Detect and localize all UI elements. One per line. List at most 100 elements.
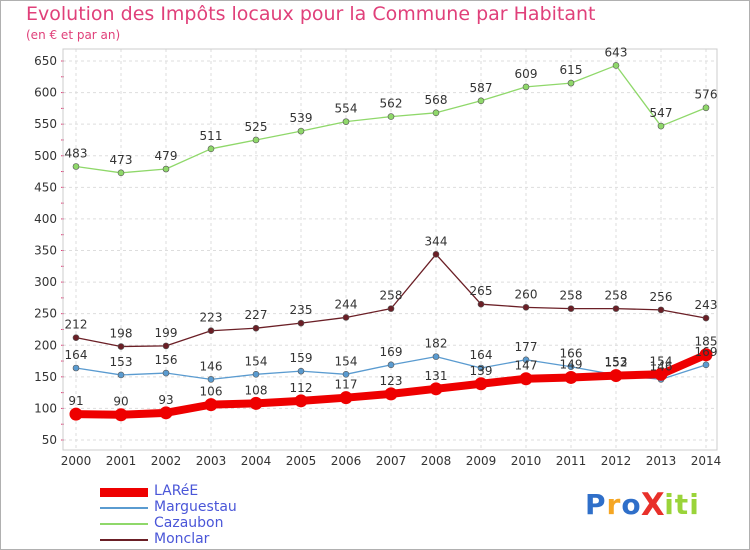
data-label-marguestau: 177 [515, 340, 538, 354]
data-point-monclar [522, 304, 530, 311]
data-label-monclar: 227 [245, 308, 268, 322]
plot-area-border [62, 48, 718, 451]
data-point-larée [699, 348, 713, 362]
data-label-monclar: 199 [155, 326, 178, 340]
data-point-monclar [297, 319, 305, 327]
data-point-cazaubon [162, 165, 170, 173]
legend-swatch-marguestau [100, 507, 148, 509]
logo-letter: o [621, 488, 642, 521]
data-label-larée: 139 [470, 364, 493, 378]
data-label-cazaubon: 554 [335, 102, 358, 116]
data-point-monclar [477, 300, 485, 308]
data-label-marguestau: 154 [245, 354, 268, 368]
x-tick-label: 2007 [376, 454, 407, 468]
data-point-marguestau [297, 367, 305, 375]
data-label-marguestau: 146 [650, 359, 673, 373]
legend-item-monclar: Monclar [100, 531, 340, 548]
legend-label-marguestau: Marguestau [154, 499, 237, 515]
data-point-cazaubon [297, 127, 305, 135]
logo-letter: t [674, 488, 690, 521]
data-label-monclar: 258 [560, 289, 583, 303]
x-tick-label: 2003 [196, 454, 227, 468]
data-point-marguestau [432, 353, 440, 360]
data-label-monclar: 265 [470, 284, 493, 298]
x-tick-label: 2010 [511, 454, 542, 468]
data-label-larée: 147 [515, 359, 538, 373]
data-point-larée [159, 406, 173, 420]
logo-letter: i [689, 488, 700, 521]
data-point-cazaubon [702, 104, 710, 112]
data-point-marguestau [342, 371, 350, 378]
legend-swatch-monclar [100, 539, 148, 541]
data-label-cazaubon: 562 [380, 97, 403, 111]
data-point-cazaubon [207, 145, 215, 153]
x-tick-label: 2014 [691, 454, 722, 468]
data-point-larée [69, 407, 83, 421]
data-point-monclar [387, 305, 395, 312]
data-point-cazaubon [522, 83, 530, 91]
chart-legend: LARéE Marguestau Cazaubon Monclar [100, 483, 340, 548]
data-point-monclar [702, 314, 710, 322]
x-tick-label: 2000 [61, 454, 92, 468]
y-tick-label: 300 [34, 275, 57, 289]
data-point-larée [294, 394, 308, 408]
data-label-cazaubon: 547 [650, 106, 673, 120]
x-tick-label: 2012 [601, 454, 632, 468]
y-tick-label: 600 [34, 86, 57, 100]
legend-label-monclar: Monclar [154, 531, 210, 547]
data-label-larée: 123 [380, 374, 403, 388]
data-label-monclar: 198 [110, 327, 133, 341]
data-point-cazaubon [432, 109, 440, 117]
data-point-larée [474, 377, 488, 391]
data-point-monclar [432, 250, 440, 258]
data-label-monclar: 258 [380, 289, 403, 303]
legend-item-marguestau: Marguestau [100, 499, 340, 516]
logo-letter: r [606, 488, 622, 521]
legend-label-cazaubon: Cazaubon [154, 515, 224, 531]
data-point-marguestau [207, 376, 215, 383]
data-point-larée [654, 367, 668, 381]
data-point-cazaubon [342, 118, 350, 125]
data-label-larée: 185 [695, 335, 718, 349]
data-point-cazaubon [387, 113, 395, 120]
data-point-larée [114, 408, 128, 422]
x-tick-label: 2013 [646, 454, 677, 468]
data-label-marguestau: 153 [605, 355, 628, 369]
x-tick-label: 2011 [556, 454, 587, 468]
data-label-marguestau: 169 [695, 345, 718, 359]
data-label-larée: 106 [200, 385, 223, 399]
data-label-larée: 149 [560, 357, 583, 371]
y-tick-label: 100 [34, 401, 57, 415]
data-label-marguestau: 164 [65, 348, 88, 362]
y-tick-label: 350 [34, 244, 57, 258]
data-label-marguestau: 154 [335, 354, 358, 368]
chart-subtitle: (en € et par an) [26, 28, 121, 42]
data-label-monclar: 243 [695, 298, 718, 312]
data-label-monclar: 212 [65, 318, 88, 332]
data-point-larée [204, 398, 218, 412]
data-label-marguestau: 159 [290, 351, 313, 365]
x-tick-label: 2004 [241, 454, 272, 468]
y-tick-label: 400 [34, 212, 57, 226]
data-point-cazaubon [612, 62, 620, 69]
x-tick-label: 2001 [106, 454, 137, 468]
y-tick-label: 550 [34, 117, 57, 131]
data-label-cazaubon: 609 [515, 67, 538, 81]
y-tick-label: 650 [34, 54, 57, 68]
x-tick-label: 2009 [466, 454, 497, 468]
y-tick-label: 200 [34, 338, 57, 352]
data-label-monclar: 244 [335, 297, 358, 311]
data-point-cazaubon [117, 169, 125, 177]
data-point-cazaubon [567, 79, 575, 87]
x-tick-label: 2006 [331, 454, 362, 468]
data-label-marguestau: 182 [425, 337, 448, 351]
legend-swatch-larée [100, 488, 148, 497]
data-point-monclar [342, 314, 350, 321]
data-label-cazaubon: 576 [695, 88, 718, 102]
data-label-marguestau: 156 [155, 353, 178, 367]
data-label-marguestau: 153 [110, 355, 133, 369]
data-point-cazaubon [72, 163, 80, 170]
data-label-cazaubon: 483 [65, 146, 88, 160]
data-point-marguestau [702, 361, 710, 369]
data-label-larée: 117 [335, 378, 358, 392]
